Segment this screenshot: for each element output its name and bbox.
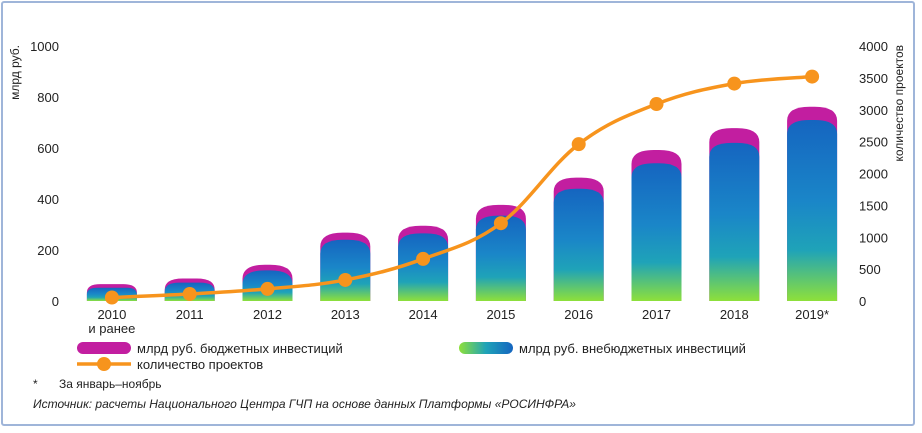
y-left-tick-label: 800 <box>37 90 59 105</box>
line-point <box>493 216 508 231</box>
bar-offbudget-investments <box>320 239 371 301</box>
y-right-tick-label: 1500 <box>859 198 888 213</box>
line-point <box>649 97 664 112</box>
line-point <box>338 272 353 287</box>
chart: млрд руб. количество проектов 0 200 400 600 80… <box>8 39 906 372</box>
line-point <box>805 69 820 84</box>
x-tick-label: 2012 <box>253 307 282 322</box>
y-left-tick-label: 600 <box>37 141 59 156</box>
x-tick-label: 2015 <box>486 307 515 322</box>
y-left-tick-label: 200 <box>37 243 59 258</box>
y-right-tick-label: 2000 <box>859 167 888 182</box>
y-left-tick-label: 0 <box>52 294 59 309</box>
x-tick-label: 2017 <box>642 307 671 322</box>
footnote-text: За январь–ноябрь <box>59 377 162 391</box>
y-right-tick-label: 3500 <box>859 71 888 86</box>
line-point <box>416 251 431 266</box>
line-project-count <box>111 74 813 300</box>
legend-label-count: количество проектов <box>137 357 263 372</box>
legend-swatch-count-dot <box>97 357 111 371</box>
bar-offbudget-investments <box>475 215 526 301</box>
y-right-tick-label: 1000 <box>859 230 888 245</box>
line-point <box>104 290 119 305</box>
y-right-tick-label: 4000 <box>859 39 888 54</box>
x-tick-label: 2014 <box>409 307 438 322</box>
legend-swatch-budget <box>77 342 131 354</box>
line-point <box>571 137 586 152</box>
x-tick-label: 2019* <box>795 307 829 322</box>
chart-frame: млрд руб. количество проектов 0 200 400 600 80… <box>1 1 915 426</box>
bar-offbudget-investments <box>787 119 838 301</box>
x-tick-label: 2016 <box>564 307 593 322</box>
legend-swatch-offbudget <box>459 342 513 354</box>
x-tick-label: 2010 <box>97 307 126 322</box>
bar-offbudget-investments <box>709 142 760 301</box>
x-tick-label: 2011 <box>176 307 204 322</box>
source-note: Источник: расчеты Национального Центра Г… <box>33 397 576 411</box>
bar-offbudget-investments <box>553 188 604 301</box>
y-right-tick-label: 500 <box>859 262 881 277</box>
legend-label-offbudget: млрд руб. внебюджетных инвестиций <box>519 341 746 356</box>
y-left-tick-label: 400 <box>37 192 59 207</box>
line-point <box>727 76 742 91</box>
bar-offbudget-investments <box>631 163 682 301</box>
line-point <box>182 286 197 301</box>
footnote: * За январь–ноябрь <box>33 377 162 391</box>
legend-label-budget: млрд руб. бюджетных инвестиций <box>137 341 343 356</box>
y-right-axis-title: количество проектов <box>892 45 906 161</box>
y-right-tick-label: 0 <box>859 294 866 309</box>
y-right-tick-label: 3000 <box>859 103 888 118</box>
line-point <box>260 281 275 296</box>
y-left-tick-label: 1000 <box>30 39 59 54</box>
y-right-tick-label: 2500 <box>859 135 888 150</box>
y-left-axis-title: млрд руб. <box>8 45 22 100</box>
footnote-mark: * <box>33 377 38 391</box>
x-tick-label: 2013 <box>331 307 360 322</box>
bar-offbudget-investments <box>398 233 449 301</box>
x-tick-label: 2018 <box>720 307 749 322</box>
x-tick-label: и ранее <box>88 321 135 336</box>
